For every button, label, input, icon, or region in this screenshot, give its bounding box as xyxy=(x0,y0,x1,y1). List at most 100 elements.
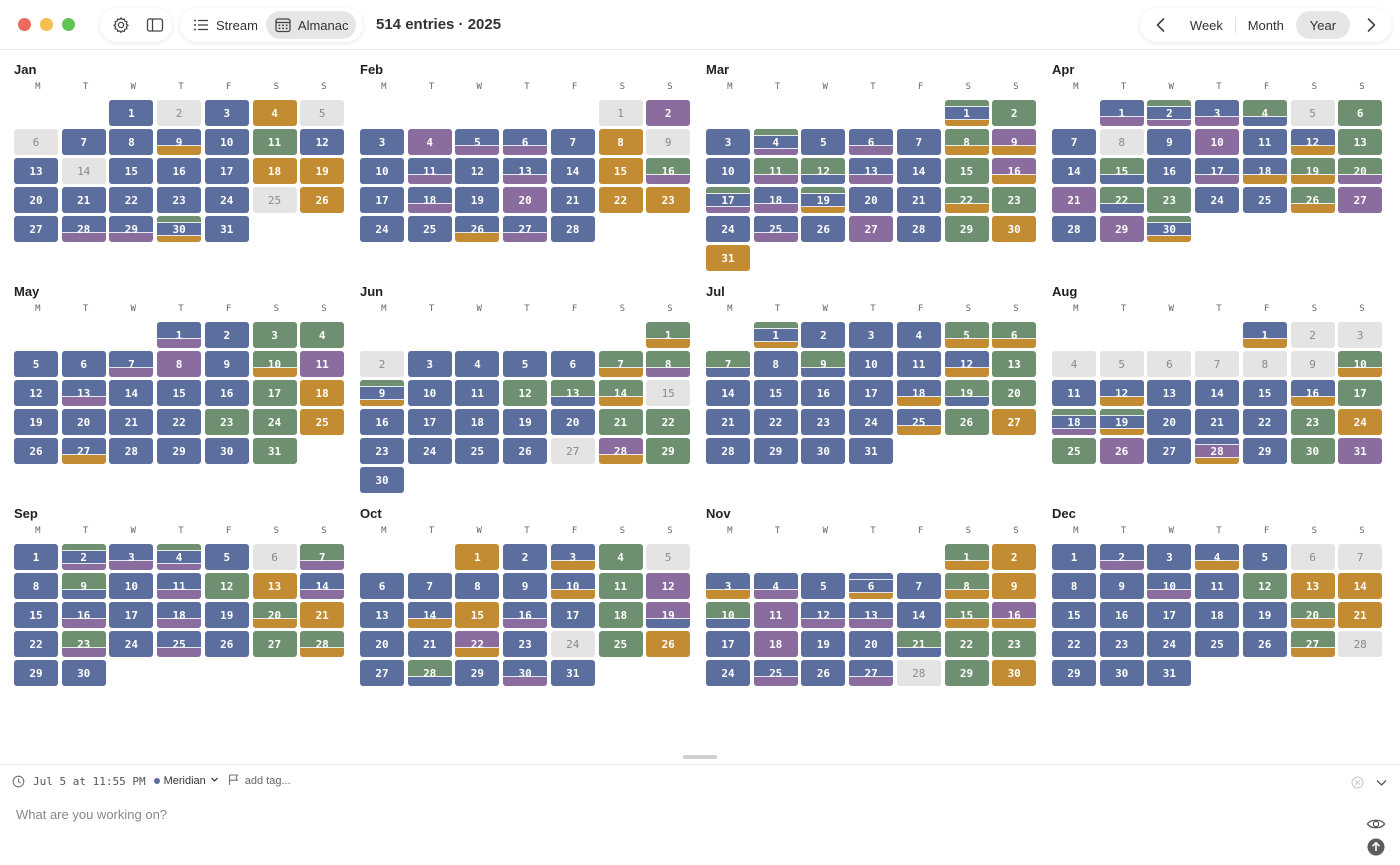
view-stream-button[interactable]: Stream xyxy=(184,11,266,39)
resize-handle[interactable] xyxy=(683,755,717,759)
day-cell[interactable]: 28 xyxy=(1338,631,1383,657)
day-cell[interactable]: 17 xyxy=(849,380,894,406)
day-cell[interactable]: 23 xyxy=(992,631,1037,657)
day-cell[interactable]: 17 xyxy=(706,631,750,657)
day-cell[interactable]: 22 xyxy=(598,187,643,213)
day-cell[interactable]: 13 xyxy=(61,380,106,406)
day-cell[interactable]: 14 xyxy=(61,158,106,184)
day-cell[interactable]: 26 xyxy=(801,660,846,686)
day-cell[interactable]: 24 xyxy=(109,631,154,657)
day-cell[interactable]: 17 xyxy=(360,187,404,213)
day-cell[interactable]: 29 xyxy=(944,216,989,242)
day-cell[interactable]: 24 xyxy=(204,187,249,213)
day-cell[interactable]: 24 xyxy=(1195,187,1240,213)
day-cell[interactable]: 19 xyxy=(14,409,58,435)
minimize-window-button[interactable] xyxy=(40,18,53,31)
day-cell[interactable]: 5 xyxy=(455,129,500,155)
day-cell[interactable]: 3 xyxy=(1338,322,1383,348)
day-cell[interactable]: 28 xyxy=(1195,438,1240,464)
day-cell[interactable]: 17 xyxy=(1338,380,1383,406)
day-cell[interactable]: 4 xyxy=(407,129,452,155)
day-cell[interactable]: 20 xyxy=(992,380,1037,406)
close-window-button[interactable] xyxy=(18,18,31,31)
day-cell[interactable]: 28 xyxy=(407,660,452,686)
day-cell[interactable]: 15 xyxy=(1099,158,1144,184)
add-tag-button[interactable]: add tag... xyxy=(227,773,291,789)
day-cell[interactable]: 24 xyxy=(360,216,404,242)
day-cell[interactable]: 22 xyxy=(455,631,500,657)
day-cell[interactable]: 22 xyxy=(1052,631,1096,657)
day-cell[interactable]: 12 xyxy=(1099,380,1144,406)
submit-button[interactable] xyxy=(1367,838,1385,861)
day-cell[interactable]: 26 xyxy=(14,438,58,464)
day-cell[interactable]: 16 xyxy=(503,602,548,628)
day-cell[interactable]: 26 xyxy=(944,409,989,435)
day-cell[interactable]: 18 xyxy=(1052,409,1096,435)
day-cell[interactable]: 3 xyxy=(706,573,750,599)
day-cell[interactable]: 31 xyxy=(204,216,249,242)
day-cell[interactable]: 19 xyxy=(944,380,989,406)
day-cell[interactable]: 2 xyxy=(157,100,202,126)
day-cell[interactable]: 4 xyxy=(157,544,202,570)
day-cell[interactable]: 11 xyxy=(1052,380,1096,406)
day-cell[interactable]: 15 xyxy=(753,380,798,406)
day-cell[interactable]: 13 xyxy=(1147,380,1192,406)
day-cell[interactable]: 7 xyxy=(896,573,941,599)
day-cell[interactable]: 14 xyxy=(896,158,941,184)
day-cell[interactable]: 22 xyxy=(646,409,691,435)
day-cell[interactable]: 14 xyxy=(300,573,345,599)
day-cell[interactable]: 25 xyxy=(455,438,500,464)
day-cell[interactable]: 19 xyxy=(646,602,691,628)
day-cell[interactable]: 4 xyxy=(1195,544,1240,570)
day-cell[interactable]: 14 xyxy=(896,602,941,628)
day-cell[interactable]: 29 xyxy=(157,438,202,464)
day-cell[interactable]: 3 xyxy=(407,351,452,377)
entry-input[interactable]: What are you working on? xyxy=(16,807,168,822)
day-cell[interactable]: 8 xyxy=(14,573,58,599)
day-cell[interactable]: 22 xyxy=(944,187,989,213)
day-cell[interactable]: 2 xyxy=(992,544,1037,570)
day-cell[interactable]: 6 xyxy=(14,129,58,155)
day-cell[interactable]: 28 xyxy=(706,438,750,464)
day-cell[interactable]: 16 xyxy=(61,602,106,628)
day-cell[interactable]: 6 xyxy=(503,129,548,155)
day-cell[interactable]: 8 xyxy=(646,351,691,377)
day-cell[interactable]: 31 xyxy=(1338,438,1383,464)
day-cell[interactable]: 9 xyxy=(61,573,106,599)
day-cell[interactable]: 18 xyxy=(598,602,643,628)
day-cell[interactable]: 21 xyxy=(550,187,595,213)
day-cell[interactable]: 24 xyxy=(706,216,750,242)
day-cell[interactable]: 23 xyxy=(204,409,249,435)
day-cell[interactable]: 18 xyxy=(896,380,941,406)
day-cell[interactable]: 10 xyxy=(849,351,894,377)
day-cell[interactable]: 6 xyxy=(1338,100,1383,126)
day-cell[interactable]: 9 xyxy=(1147,129,1192,155)
day-cell[interactable]: 1 xyxy=(753,322,798,348)
day-cell[interactable]: 29 xyxy=(1052,660,1096,686)
day-cell[interactable]: 8 xyxy=(1099,129,1144,155)
day-cell[interactable]: 19 xyxy=(300,158,345,184)
day-cell[interactable]: 28 xyxy=(300,631,345,657)
day-cell[interactable]: 9 xyxy=(360,380,404,406)
day-cell[interactable]: 1 xyxy=(14,544,58,570)
day-cell[interactable]: 30 xyxy=(61,660,106,686)
project-selector[interactable]: Meridian xyxy=(153,775,219,787)
day-cell[interactable]: 6 xyxy=(61,351,106,377)
day-cell[interactable]: 20 xyxy=(550,409,595,435)
day-cell[interactable]: 30 xyxy=(1099,660,1144,686)
day-cell[interactable]: 26 xyxy=(300,187,345,213)
day-cell[interactable]: 6 xyxy=(849,129,894,155)
day-cell[interactable]: 18 xyxy=(157,602,202,628)
day-cell[interactable]: 5 xyxy=(503,351,548,377)
day-cell[interactable]: 1 xyxy=(646,322,691,348)
day-cell[interactable]: 6 xyxy=(849,573,894,599)
day-cell[interactable]: 8 xyxy=(455,573,500,599)
next-period-button[interactable] xyxy=(1354,11,1388,39)
day-cell[interactable]: 16 xyxy=(1147,158,1192,184)
day-cell[interactable]: 25 xyxy=(598,631,643,657)
day-cell[interactable]: 23 xyxy=(503,631,548,657)
day-cell[interactable]: 28 xyxy=(550,216,595,242)
day-cell[interactable]: 4 xyxy=(598,544,643,570)
day-cell[interactable]: 25 xyxy=(407,216,452,242)
day-cell[interactable]: 8 xyxy=(1242,351,1287,377)
